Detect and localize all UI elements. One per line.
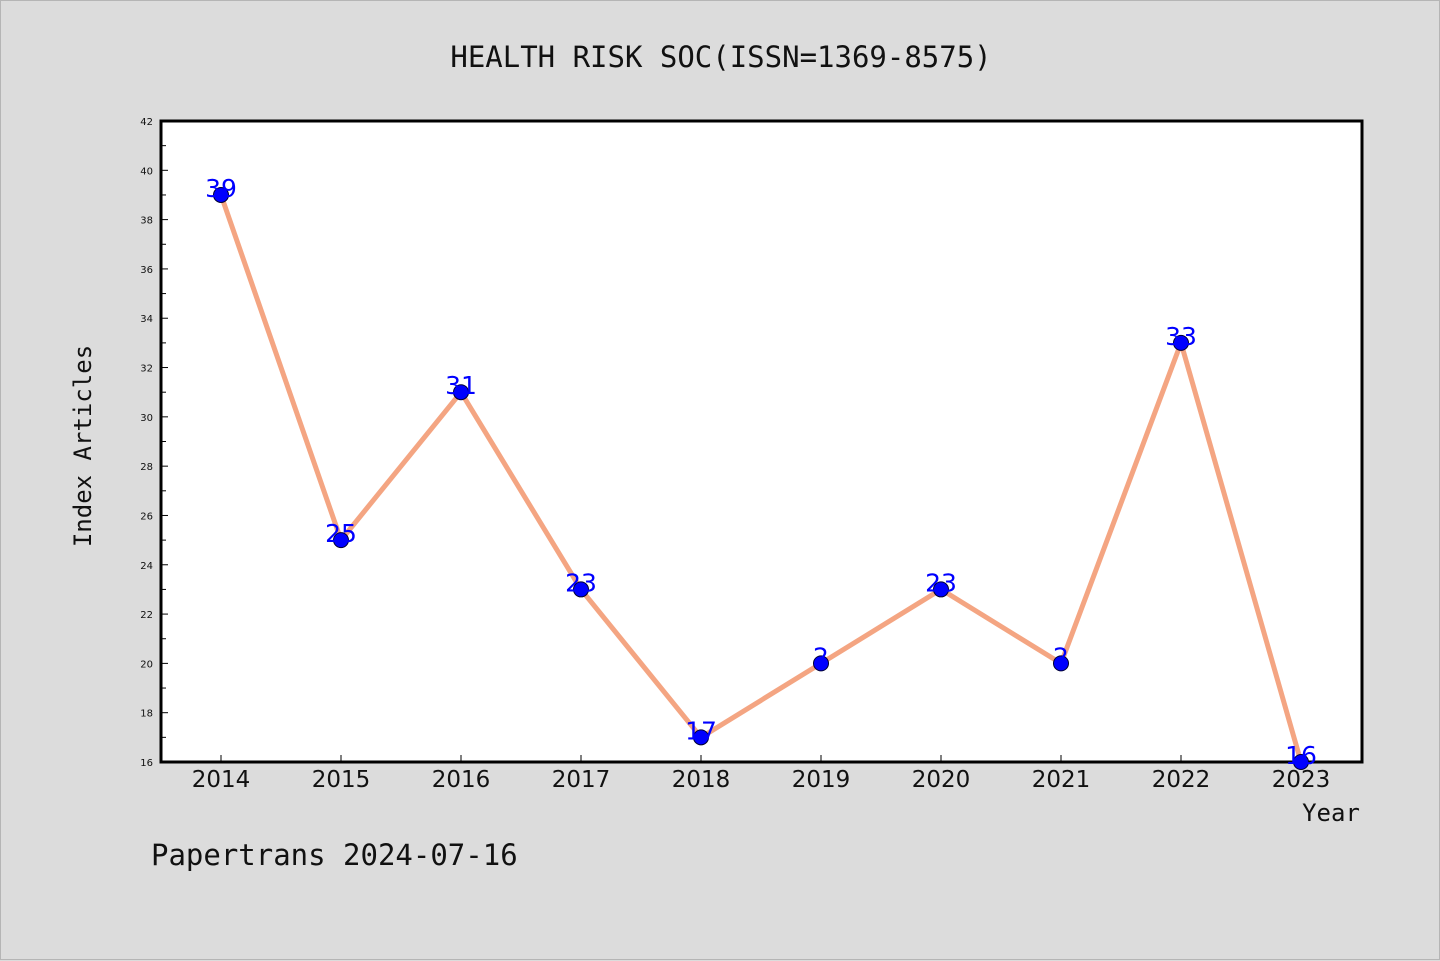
data-labels: 39 25 31 23 17 2 23 2 33 16 (205, 174, 1317, 770)
data-label: 39 (205, 174, 237, 203)
data-label: 33 (1165, 322, 1197, 351)
y-tick-label: 42 (140, 117, 153, 128)
y-tick-label: 20 (140, 659, 153, 670)
x-tick-label: 2014 (192, 767, 251, 793)
data-label: 2 (1053, 642, 1069, 671)
footer-text: Papertrans 2024-07-16 (151, 838, 518, 872)
data-point (1173, 334, 1189, 351)
data-point (1053, 655, 1069, 672)
y-tick-label: 26 (140, 511, 153, 522)
x-tick-label: 2019 (792, 767, 851, 793)
x-tick-label: 2015 (312, 767, 371, 793)
y-tick-label: 24 (140, 561, 153, 572)
y-tick-label: 16 (140, 758, 153, 769)
data-label: 31 (445, 371, 477, 400)
series-path (218, 194, 1304, 763)
x-tick-label: 2018 (672, 767, 731, 793)
data-point (1293, 754, 1309, 770)
data-point (573, 581, 589, 598)
y-tick-label: 28 (140, 462, 153, 473)
y-tick-label: 38 (140, 216, 153, 227)
data-label: 17 (685, 716, 717, 745)
data-label: 16 (1285, 741, 1317, 770)
y-tick-label: 40 (140, 166, 153, 177)
data-point (693, 729, 709, 746)
y-tick-label: 30 (140, 413, 153, 424)
x-axis-label: Year (1302, 799, 1360, 827)
x-tick-label: 2017 (552, 767, 611, 793)
x-tick-label: 2021 (1032, 767, 1091, 793)
y-tick-label: 22 (140, 610, 153, 621)
y-axis-label: Index Articles (69, 345, 97, 547)
data-label: 2 (813, 642, 829, 671)
y-tick-label: 36 (140, 265, 153, 276)
data-point (453, 384, 469, 401)
x-tick-label: 2020 (912, 767, 971, 793)
y-axis: 16 18 20 22 24 26 28 30 32 34 36 38 40 42 (140, 117, 168, 769)
plot-area (159, 119, 1364, 764)
series-markers (213, 186, 1309, 770)
data-point (933, 581, 949, 598)
x-tick-label: 2016 (432, 767, 491, 793)
data-label: 25 (325, 519, 357, 548)
x-tick-label: 2022 (1152, 767, 1211, 793)
data-point (213, 186, 229, 203)
series-line (218, 194, 1304, 763)
data-label: 23 (565, 568, 597, 597)
chart-title: HEALTH RISK SOC(ISSN=1369-8575) (450, 40, 991, 74)
data-point (813, 655, 829, 672)
y-tick-label: 32 (140, 364, 153, 375)
x-axis: 2014 2015 2016 2017 2018 2019 2020 2021 2022 2023 (192, 755, 1331, 793)
data-label: 23 (925, 568, 957, 597)
y-tick-label: 18 (140, 709, 153, 720)
data-point (333, 532, 349, 549)
x-tick-label: 2023 (1272, 767, 1331, 793)
y-tick-label: 34 (140, 314, 153, 325)
